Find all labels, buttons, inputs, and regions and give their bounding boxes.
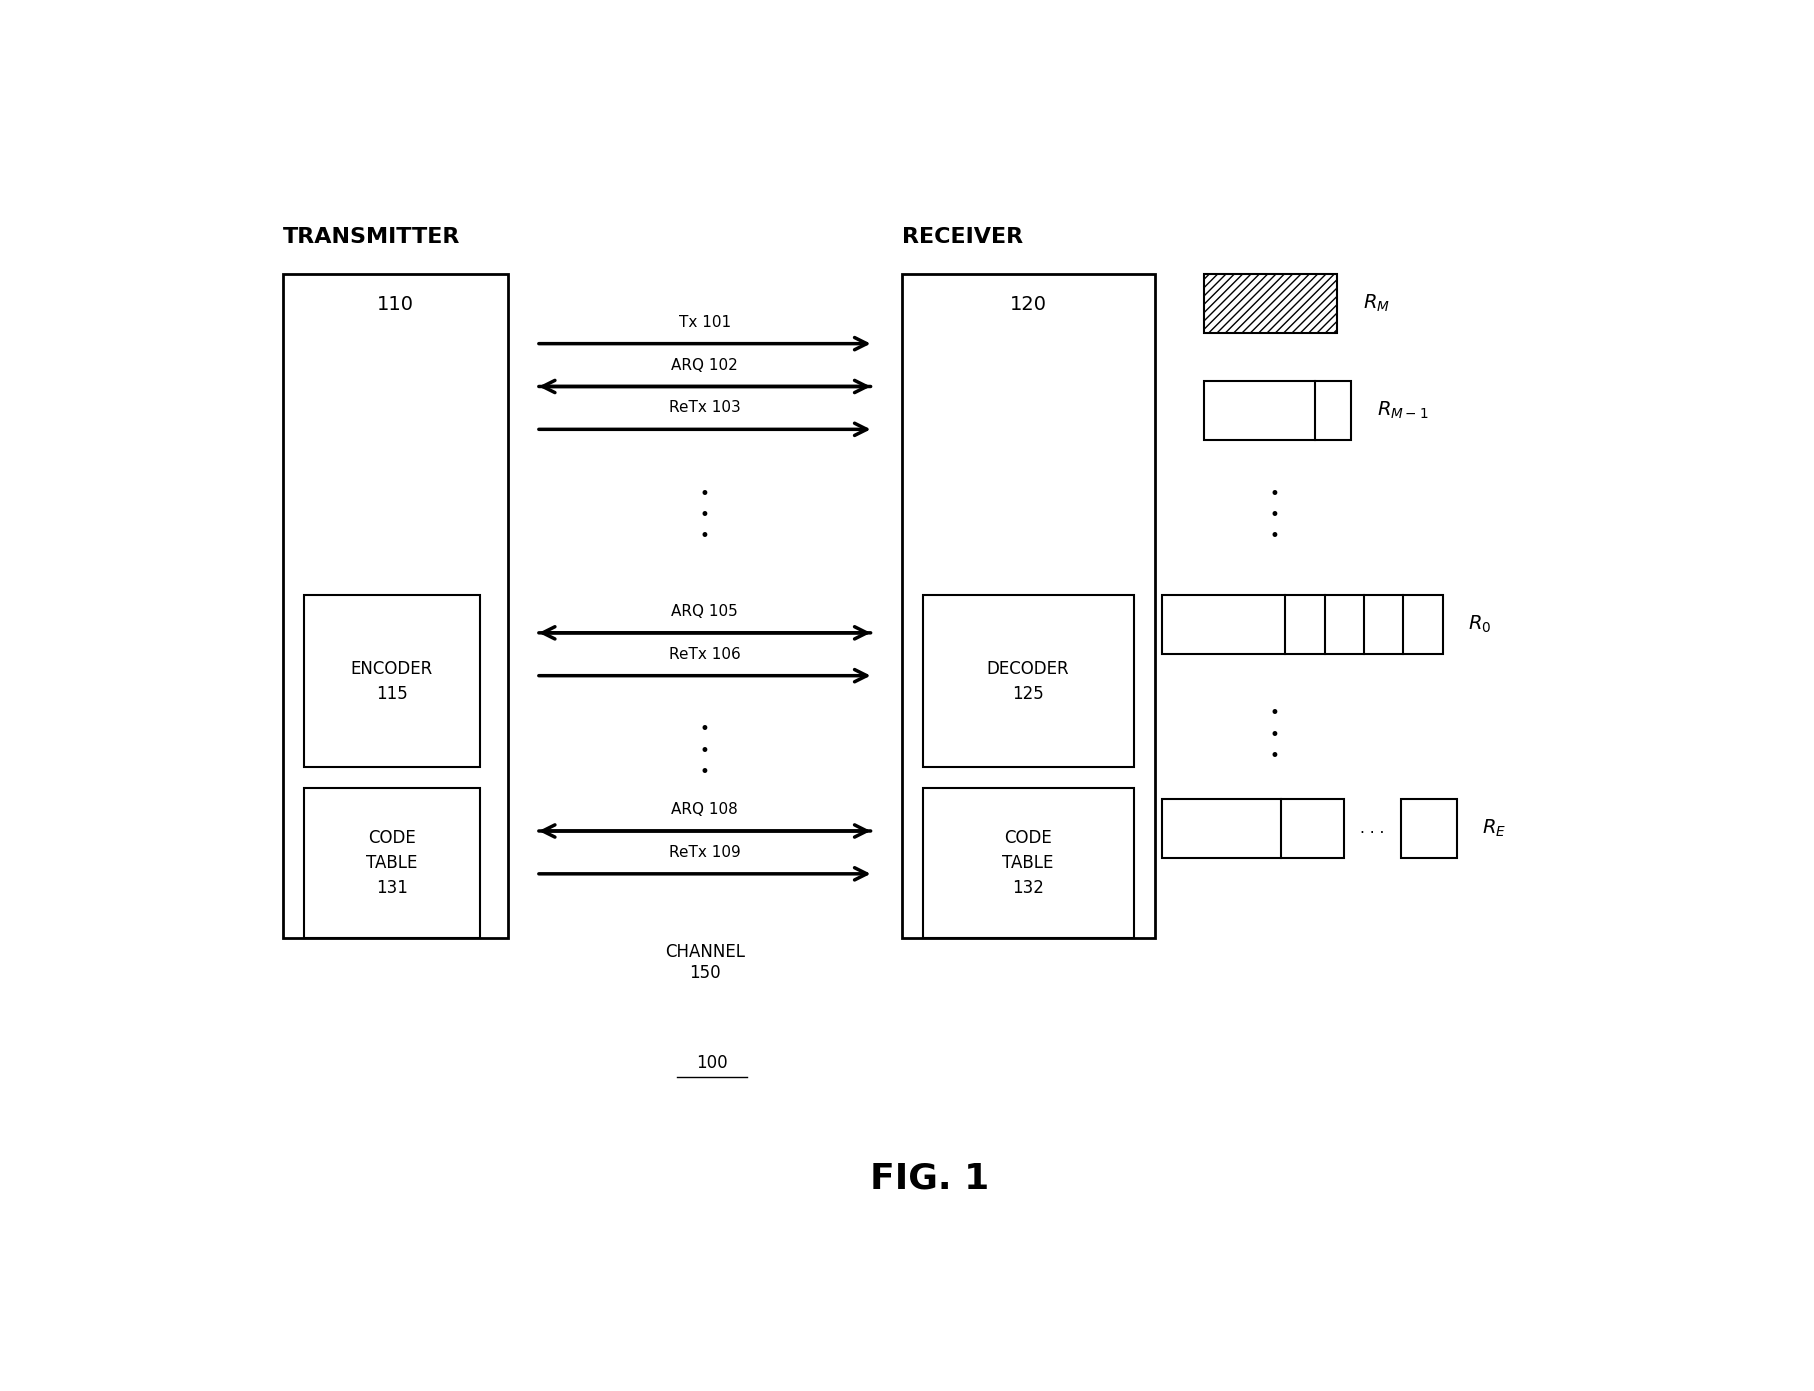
- Text: •: •: [700, 484, 709, 502]
- Text: $R_{M-1}$: $R_{M-1}$: [1377, 401, 1428, 421]
- Text: CODE
TABLE
132: CODE TABLE 132: [1003, 829, 1054, 897]
- Bar: [1161, 798, 1281, 858]
- Text: ENCODER
115: ENCODER 115: [350, 659, 434, 702]
- Text: •: •: [700, 506, 709, 524]
- Bar: [1204, 381, 1351, 440]
- Bar: [305, 789, 479, 938]
- Text: •: •: [700, 527, 709, 545]
- Text: $R_0$: $R_0$: [1468, 615, 1491, 636]
- Bar: [923, 789, 1134, 938]
- Bar: [305, 595, 479, 766]
- Bar: [1161, 798, 1344, 858]
- Bar: [1161, 595, 1442, 654]
- Text: ARQ 102: ARQ 102: [671, 357, 738, 373]
- Text: •: •: [1270, 506, 1279, 524]
- Bar: [1400, 798, 1457, 858]
- Bar: [1364, 595, 1404, 654]
- Text: Tx 101: Tx 101: [678, 314, 731, 330]
- Text: $R_M$: $R_M$: [1362, 294, 1390, 314]
- Text: . . .: . . .: [1360, 821, 1384, 836]
- Text: 120: 120: [1010, 295, 1047, 314]
- Bar: [1400, 798, 1457, 858]
- Text: •: •: [700, 721, 709, 739]
- Bar: [1161, 595, 1286, 654]
- Text: RECEIVER: RECEIVER: [902, 227, 1023, 248]
- Bar: [1286, 595, 1324, 654]
- Text: 110: 110: [377, 295, 414, 314]
- Bar: [1281, 798, 1344, 858]
- Text: •: •: [1270, 747, 1279, 765]
- Text: DECODER
125: DECODER 125: [987, 659, 1070, 702]
- Text: •: •: [1270, 704, 1279, 722]
- Bar: [923, 595, 1134, 766]
- Bar: [1324, 595, 1364, 654]
- Bar: [1204, 381, 1315, 440]
- Text: •: •: [700, 741, 709, 759]
- Bar: [283, 274, 508, 938]
- Text: ReTx 103: ReTx 103: [669, 401, 740, 416]
- Text: CHANNEL
150: CHANNEL 150: [664, 943, 746, 982]
- Text: •: •: [700, 764, 709, 782]
- Text: ARQ 108: ARQ 108: [671, 803, 738, 817]
- Bar: [1404, 595, 1442, 654]
- Text: CODE
TABLE
131: CODE TABLE 131: [366, 829, 417, 897]
- Text: TRANSMITTER: TRANSMITTER: [283, 227, 461, 248]
- Text: FIG. 1: FIG. 1: [871, 1161, 989, 1195]
- Bar: [1315, 381, 1351, 440]
- Text: ReTx 109: ReTx 109: [669, 844, 740, 860]
- Text: •: •: [1270, 484, 1279, 502]
- Text: ReTx 106: ReTx 106: [669, 647, 740, 662]
- Bar: [1204, 274, 1337, 332]
- Text: $R_E$: $R_E$: [1482, 818, 1506, 839]
- Text: •: •: [1270, 527, 1279, 545]
- Bar: [902, 274, 1154, 938]
- Text: 100: 100: [697, 1054, 727, 1072]
- Text: ARQ 105: ARQ 105: [671, 604, 738, 619]
- Text: •: •: [1270, 726, 1279, 744]
